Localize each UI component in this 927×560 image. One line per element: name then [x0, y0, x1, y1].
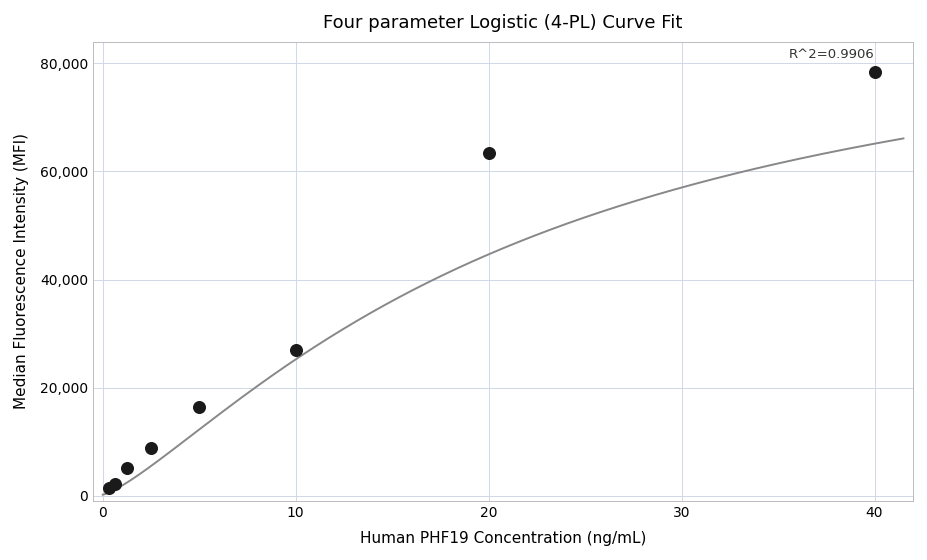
Point	[120, 463, 134, 472]
Title: Four parameter Logistic (4-PL) Curve Fit: Four parameter Logistic (4-PL) Curve Fit	[324, 14, 683, 32]
Point	[288, 346, 303, 354]
Point	[867, 67, 882, 76]
Point	[101, 483, 116, 492]
X-axis label: Human PHF19 Concentration (ng/mL): Human PHF19 Concentration (ng/mL)	[360, 531, 646, 546]
Point	[108, 479, 122, 488]
Point	[481, 148, 496, 157]
Point	[192, 402, 207, 411]
Y-axis label: Median Fluorescence Intensity (MFI): Median Fluorescence Intensity (MFI)	[14, 133, 29, 409]
Point	[144, 444, 159, 452]
Text: R^2=0.9906: R^2=0.9906	[789, 48, 874, 60]
